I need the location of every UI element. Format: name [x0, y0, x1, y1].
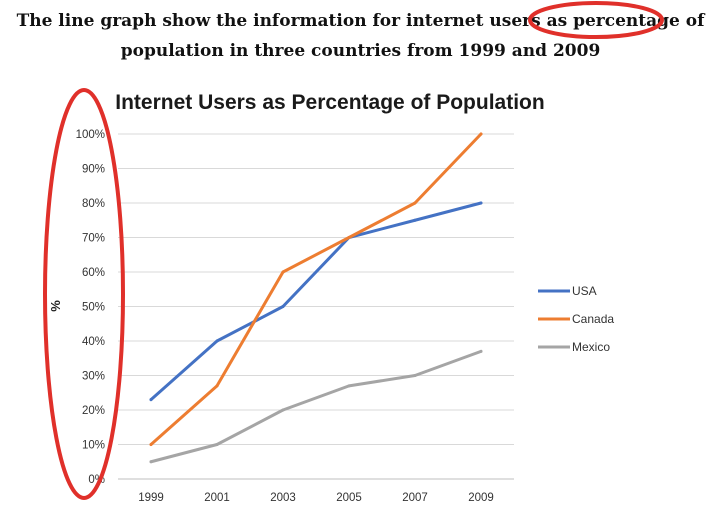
- x-tick-label: 2005: [336, 492, 362, 504]
- grid-lines: [118, 133, 514, 480]
- y-tick-label: 30%: [82, 371, 105, 383]
- chart-title: Internet Users as Percentage of Populati…: [115, 91, 544, 114]
- data-point-mexico: [413, 374, 417, 377]
- circle-annotation-y-axis: [43, 88, 125, 500]
- data-point-canada: [149, 443, 153, 446]
- x-tick-label: 2003: [270, 492, 296, 504]
- circle-annotation-percentage: [528, 1, 664, 39]
- y-tick-label: 90%: [82, 164, 105, 176]
- y-tick-label: 60%: [82, 267, 105, 279]
- data-point-usa: [479, 201, 483, 205]
- data-point-mexico: [215, 443, 219, 446]
- y-tick-label: 80%: [82, 198, 105, 210]
- series-lines: [149, 132, 483, 464]
- legend-label: USA: [572, 284, 597, 298]
- y-tick-label: 50%: [82, 302, 105, 314]
- legend: USA Canada Mexico: [538, 284, 614, 354]
- x-tick-label: 2007: [402, 492, 428, 504]
- x-tick-label: 1999: [138, 492, 164, 504]
- data-point-mexico: [347, 384, 351, 388]
- x-tick-label: 2009: [468, 492, 494, 504]
- series-line-mexico: [149, 349, 483, 464]
- data-point-usa: [413, 218, 417, 222]
- heading-line-2: population in three countries from 1999 …: [120, 41, 601, 61]
- series-line-usa: [149, 201, 483, 402]
- data-point-usa: [149, 398, 153, 402]
- data-point-canada: [281, 270, 285, 274]
- data-point-canada: [215, 384, 219, 388]
- y-tick-label: 70%: [82, 233, 105, 245]
- data-point-canada: [347, 236, 351, 239]
- data-point-mexico: [149, 460, 153, 464]
- y-tick-label: 100%: [76, 129, 105, 141]
- x-tick-labels: 1999 2001 2003 2005 2007 2009: [138, 492, 494, 504]
- data-point-usa: [215, 339, 219, 343]
- data-point-mexico: [479, 349, 483, 353]
- y-axis-label: %: [48, 300, 63, 312]
- data-point-canada: [413, 201, 417, 205]
- data-point-usa: [281, 305, 285, 308]
- y-tick-labels: 0%10%20%30%40%50%60%70%80%90%100%: [76, 129, 105, 486]
- y-tick-label: 20%: [82, 405, 105, 417]
- y-tick-label: 40%: [82, 336, 105, 348]
- series-line-canada: [149, 132, 483, 446]
- x-tick-label: 2001: [204, 492, 230, 504]
- legend-label: Canada: [572, 312, 614, 326]
- legend-label: Mexico: [572, 340, 610, 354]
- data-point-canada: [479, 132, 483, 136]
- y-tick-label: 10%: [82, 440, 105, 452]
- hand-drawn-annotations: [43, 1, 664, 500]
- data-point-mexico: [281, 408, 285, 412]
